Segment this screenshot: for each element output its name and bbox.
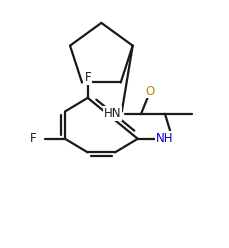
Text: F: F — [30, 132, 36, 145]
Text: HN: HN — [104, 107, 121, 120]
Text: F: F — [84, 71, 91, 84]
Text: O: O — [145, 85, 154, 97]
Text: NH: NH — [155, 132, 173, 145]
